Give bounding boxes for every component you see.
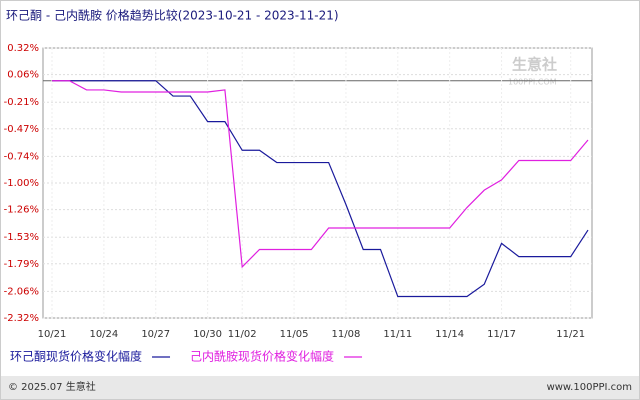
y-tick-label: -1.00% <box>4 178 39 189</box>
legend-label: 环己酮现货价格变化幅度 <box>10 349 142 364</box>
y-tick-label: -0.74% <box>4 151 39 162</box>
x-tick-label: 11/11 <box>383 329 412 340</box>
y-tick-label: -1.26% <box>4 205 39 216</box>
series-line <box>52 80 589 298</box>
chart-title: 环己酮 - 己内酰胺 价格趋势比较(2023-10-21 - 2023-11-2… <box>6 8 339 23</box>
y-tick-label: -0.21% <box>4 97 39 108</box>
footer-right: www.100PPI.com <box>547 382 632 393</box>
x-tick-label: 11/05 <box>280 329 309 340</box>
y-tick-label: 0.06% <box>7 70 39 81</box>
y-tick-label: 0.32% <box>7 43 39 54</box>
y-tick-label: -2.32% <box>4 313 39 324</box>
series-line <box>52 80 589 269</box>
x-tick-label: 11/08 <box>332 329 361 340</box>
y-tick-label: -1.79% <box>4 259 39 270</box>
y-tick-label: -2.06% <box>4 286 39 297</box>
x-tick-label: 11/17 <box>487 329 516 340</box>
x-tick-label: 11/14 <box>435 329 464 340</box>
x-tick-label: 10/30 <box>193 329 222 340</box>
watermark-url: 100PPI.COM <box>508 78 557 87</box>
y-tick-label: -1.53% <box>4 232 39 243</box>
legend-label: 己内酰胺现货价格变化幅度 <box>190 349 334 364</box>
footer-left: © 2025.07 生意社 <box>8 380 96 393</box>
x-tick-label: 11/02 <box>228 329 257 340</box>
x-tick-label: 10/27 <box>141 329 170 340</box>
y-tick-label: -0.47% <box>4 124 39 135</box>
footer-bar <box>1 376 639 399</box>
watermark: 生意社 <box>512 56 557 74</box>
x-tick-label: 10/24 <box>89 329 118 340</box>
x-tick-label: 11/21 <box>556 329 585 340</box>
x-tick-label: 10/21 <box>38 329 67 340</box>
